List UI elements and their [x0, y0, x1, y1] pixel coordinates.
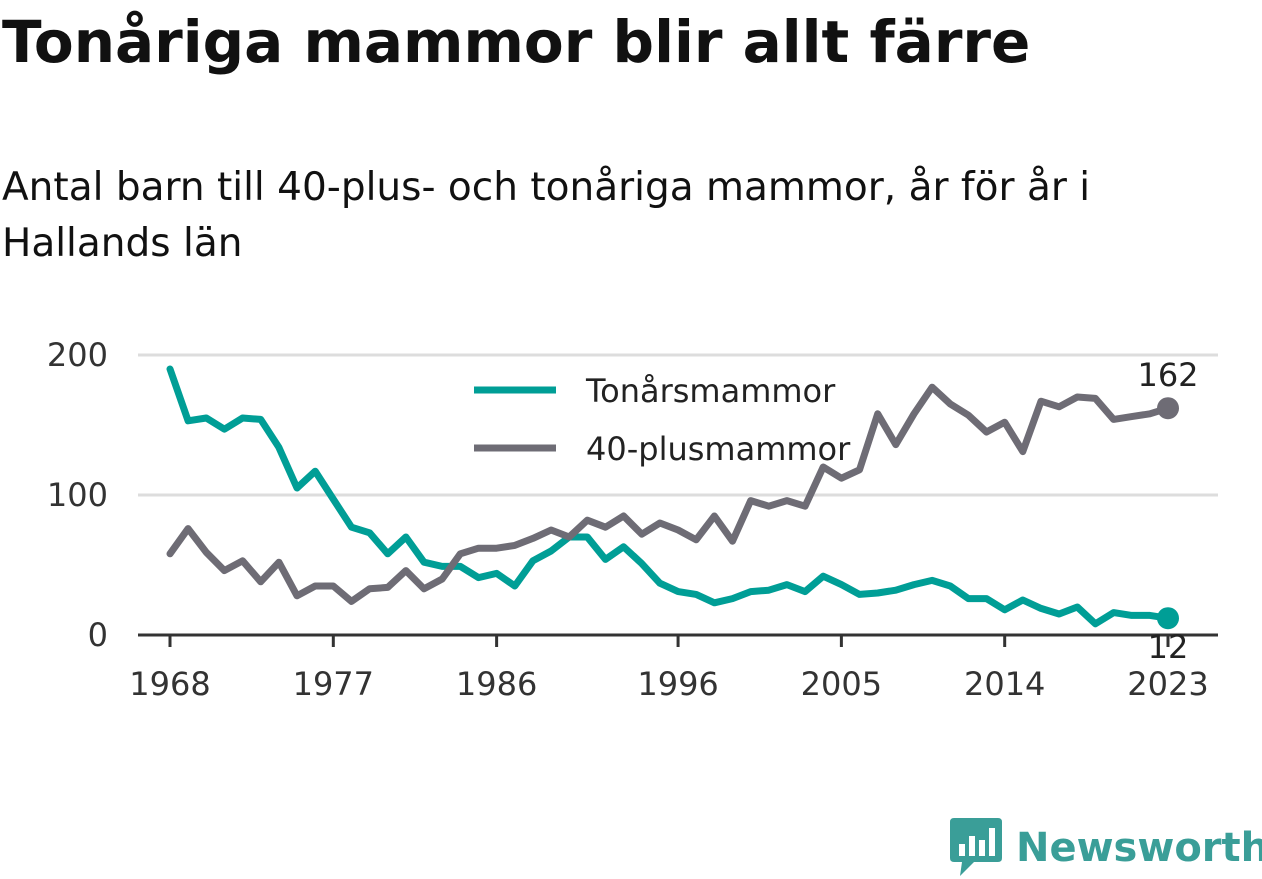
x-tick-label: 2023 [1127, 665, 1208, 703]
legend: Tonårsmammor 40-plusmammor [474, 372, 851, 468]
x-tick-label: 1996 [637, 665, 718, 703]
x-tick-label: 2005 [801, 665, 882, 703]
chart-subtitle: Antal barn till 40-plus- och tonåriga ma… [2, 165, 1091, 266]
newsworthy-brand: Newsworthy [950, 818, 1262, 878]
bar-chart-logo-icon [950, 818, 1002, 876]
x-tick-label: 1986 [456, 665, 537, 703]
series-lines [166, 365, 1172, 628]
x-tick-label: 1977 [293, 665, 374, 703]
end-point [1157, 607, 1179, 630]
y-tick-label: 0 [88, 616, 108, 654]
x-tick-label: 2014 [964, 665, 1045, 703]
end-value-label: 162 [1137, 356, 1198, 394]
series-line-1 [166, 383, 1172, 605]
end-point [1157, 397, 1179, 420]
legend-label: 40-plusmammor [586, 430, 851, 468]
grid-lines: 0 100 200 [47, 336, 1218, 654]
series-line-0 [166, 365, 1172, 628]
x-axis: 1968 1977 1986 1996 2005 2014 2023 [129, 633, 1218, 703]
legend-label: Tonårsmammor [585, 372, 836, 410]
x-tick-label: 1968 [129, 665, 210, 703]
chart-title: Tonåriga mammor blir allt färre [2, 8, 1031, 76]
y-tick-label: 100 [47, 476, 108, 514]
end-value-label: 12 [1148, 628, 1189, 666]
y-tick-label: 200 [47, 336, 108, 374]
end-labels: 162 12 [1137, 356, 1198, 666]
brand-name: Newsworthy [1016, 825, 1262, 871]
